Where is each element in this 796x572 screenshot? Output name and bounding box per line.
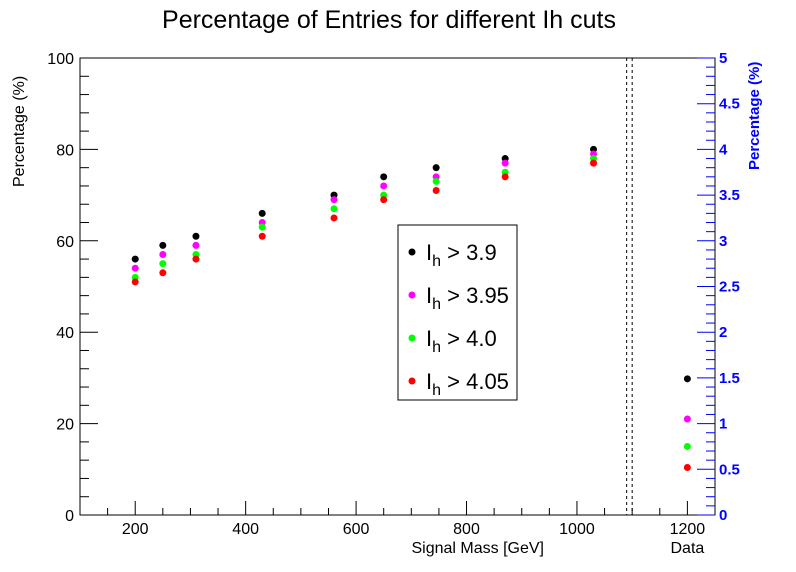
data-point [501,173,509,181]
legend-marker [408,377,416,385]
data-point-data [683,415,691,423]
data-point [159,269,167,277]
data-point [131,278,139,286]
data-point [330,214,338,222]
data-point [258,232,266,240]
y2-tick-label: 2.5 [719,279,740,296]
y-tick-label: 60 [56,234,74,251]
legend-label: Ih > 3.95 [426,283,509,313]
data-points [131,145,691,471]
legend-marker [408,291,416,299]
data-point [380,182,388,190]
y-tick-label: 80 [56,142,74,159]
right-y-axis: 0 0.5 1 1.5 2 2.5 3 3.5 4 4.5 5 [697,50,740,524]
data-point-data [683,463,691,471]
x-tick-label: 1200 [670,521,706,538]
data-point [330,205,338,213]
data-label: Data [670,540,704,557]
data-point [432,187,440,195]
data-point [432,164,440,172]
y-axis: 0 20 40 60 80 100 [47,51,98,525]
data-point [590,159,598,167]
y2-tick-label: 4 [719,141,728,158]
data-point [192,241,200,249]
data-point [432,177,440,185]
right-y-axis-title: Percentage (%) [746,62,763,170]
y2-tick-label: 1.5 [719,370,740,387]
x-tick-label: 600 [343,521,370,538]
x-axis-title: Signal Mass [GeV] [412,540,545,557]
data-point-data [683,375,691,383]
y-tick-label: 20 [56,417,74,434]
y2-tick-label: 3.5 [719,187,740,204]
data-point [330,196,338,204]
y2-tick-label: 1 [719,416,727,433]
x-tick-label: 400 [232,521,259,538]
data-point [131,264,139,272]
legend-box [397,224,518,401]
y2-tick-label: 0 [719,507,727,524]
y-axis-title: Percentage (%) [11,76,28,187]
x-axis: 200 400 600 800 1000 1200 [107,501,716,538]
y2-tick-label: 0.5 [719,461,740,478]
x-tick-label: 200 [122,521,149,538]
separator-lines [626,58,633,515]
legend: Ih > 3.9 Ih > 3.95 Ih > 4.0 Ih > 4.05 [397,224,518,401]
data-point [159,241,167,249]
y2-tick-label: 3 [719,233,727,250]
data-point-data [683,442,691,450]
data-point [258,209,266,217]
data-point [159,251,167,259]
data-point [192,232,200,240]
data-point [192,255,200,263]
y-tick-label: 100 [47,51,74,68]
data-point [131,255,139,263]
legend-label: Ih > 4.05 [426,369,509,399]
y-tick-label: 40 [56,325,74,342]
legend-label: Ih > 4.0 [426,326,497,356]
y-tick-label: 0 [65,508,74,525]
x-tick-label: 1000 [559,521,595,538]
y2-tick-label: 4.5 [719,96,740,113]
legend-marker [408,248,416,256]
x-tick-label: 800 [453,521,480,538]
data-point [159,260,167,268]
chart-title: Percentage of Entries for different Ih c… [162,6,616,34]
legend-label: Ih > 3.9 [426,240,497,270]
y2-tick-label: 2 [719,324,727,341]
data-point [380,173,388,181]
data-point [258,223,266,231]
legend-marker [408,334,416,342]
data-point [501,159,509,167]
data-point [380,196,388,204]
y2-tick-label: 5 [719,50,727,67]
